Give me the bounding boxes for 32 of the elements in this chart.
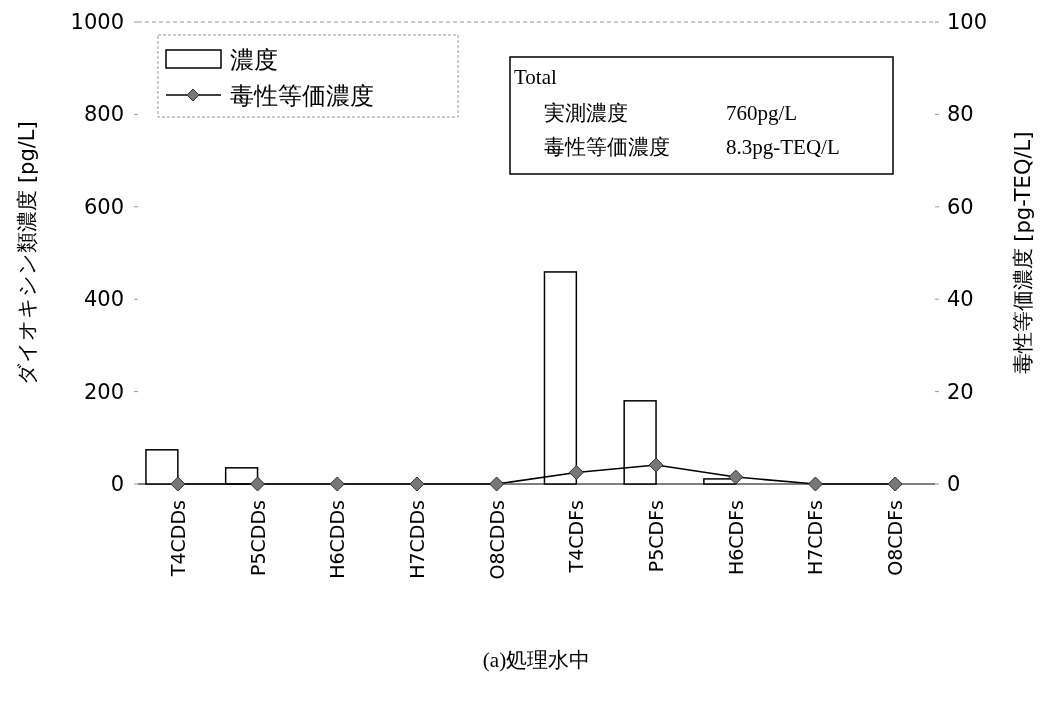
y2-tick-label: 100 — [947, 10, 988, 34]
x-tick-label: H7CDDs — [405, 500, 428, 579]
x-axis-title: (a)処理水中 — [482, 648, 591, 672]
annotation: 毒性等価濃度 — [544, 135, 670, 159]
x-tick-label: P5CDFs — [645, 500, 668, 573]
annotation: Total — [514, 65, 558, 89]
y2-tick-label: 20 — [947, 379, 974, 404]
y-tick-label: 800 — [83, 102, 124, 127]
x-tick-label: H7CDFs — [804, 500, 827, 576]
annotation: 760pg/L — [726, 101, 798, 125]
y2-tick-label: 80 — [947, 102, 974, 127]
x-tick-label: H6CDFs — [724, 500, 747, 576]
y2-tick-label: 40 — [947, 287, 974, 312]
y-tick-label: 1000 — [70, 10, 124, 34]
y2-tick-label: 60 — [947, 194, 974, 219]
x-tick-label: O8CDFs — [884, 500, 907, 576]
y-tick-label: 0 — [110, 472, 124, 496]
y2-axis-title: 毒性等価濃度 [pg-TEQ/L] — [1011, 131, 1035, 375]
y2-tick-label: 0 — [947, 472, 961, 496]
x-tick-label: T4CDDs — [166, 500, 189, 578]
y-tick-label: 600 — [83, 194, 124, 219]
legend-label: 濃度 — [230, 46, 278, 74]
y-tick-label: 200 — [83, 379, 124, 404]
x-tick-label: H6CDDs — [326, 500, 349, 579]
annotation: 実測濃度 — [544, 101, 628, 125]
x-tick-label: O8CDDs — [485, 500, 508, 580]
annotation: 8.3pg-TEQ/L — [726, 135, 840, 159]
y-tick-label: 400 — [83, 287, 124, 312]
legend-label: 毒性等価濃度 — [230, 82, 374, 110]
x-tick-label: T4CDFs — [565, 500, 588, 574]
x-tick-label: P5CDDs — [246, 500, 269, 576]
y-axis-title: ダイオキシン類濃度 [pg/L] — [15, 121, 39, 385]
